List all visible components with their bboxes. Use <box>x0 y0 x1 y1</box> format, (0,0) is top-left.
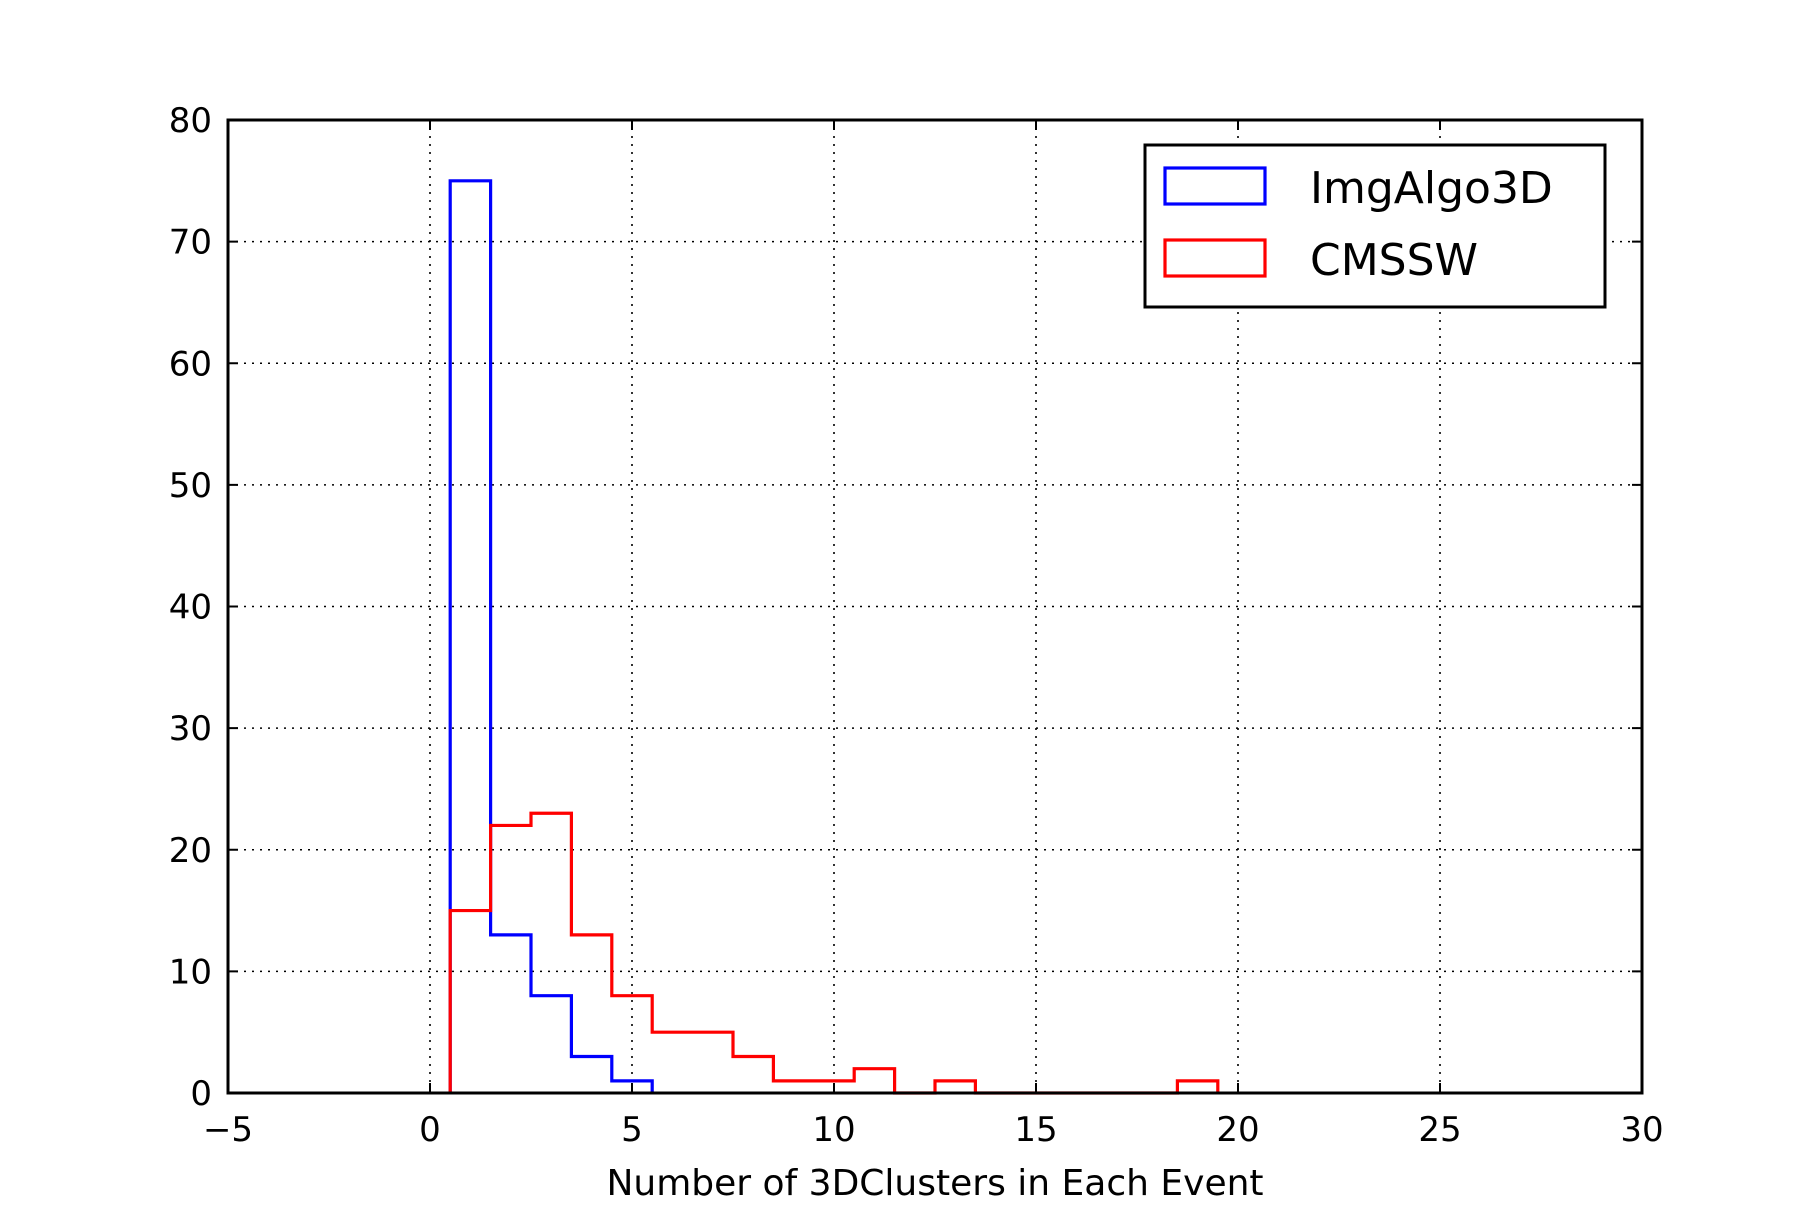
y-tick-label: 80 <box>169 101 212 141</box>
y-tick-label: 0 <box>190 1074 212 1114</box>
legend: ImgAlgo3D CMSSW <box>1143 143 1607 309</box>
x-tick-label: 20 <box>1216 1110 1259 1150</box>
x-tick-label: 10 <box>812 1110 855 1150</box>
legend-label-cmssw: CMSSW <box>1310 235 1478 286</box>
y-tick-label: 50 <box>169 466 212 506</box>
histogram-series-imgalgo3d <box>448 179 654 1093</box>
y-tick-label: 60 <box>169 344 212 384</box>
x-tick-label: 15 <box>1014 1110 1057 1150</box>
legend-box <box>1143 143 1607 309</box>
y-tick-label: 30 <box>169 709 212 749</box>
y-tick-label: 70 <box>169 223 212 263</box>
legend-label-imgalgo3d: ImgAlgo3D <box>1310 163 1553 214</box>
x-axis-label: Number of 3DClusters in Each Event <box>606 1163 1263 1200</box>
legend-swatch-cmssw <box>1163 238 1267 278</box>
y-tick-label: 20 <box>169 831 212 871</box>
histogram-series <box>448 179 1220 1095</box>
y-tick-label: 10 <box>169 952 212 992</box>
y-tick-label: 40 <box>169 588 212 628</box>
x-tick-label: 30 <box>1620 1110 1663 1150</box>
x-tick-label: 25 <box>1418 1110 1461 1150</box>
x-tick-label: 0 <box>419 1110 441 1150</box>
x-tick-label: −5 <box>203 1110 253 1150</box>
x-tick-label: 5 <box>621 1110 643 1150</box>
legend-swatch-imgalgo3d <box>1163 166 1267 206</box>
